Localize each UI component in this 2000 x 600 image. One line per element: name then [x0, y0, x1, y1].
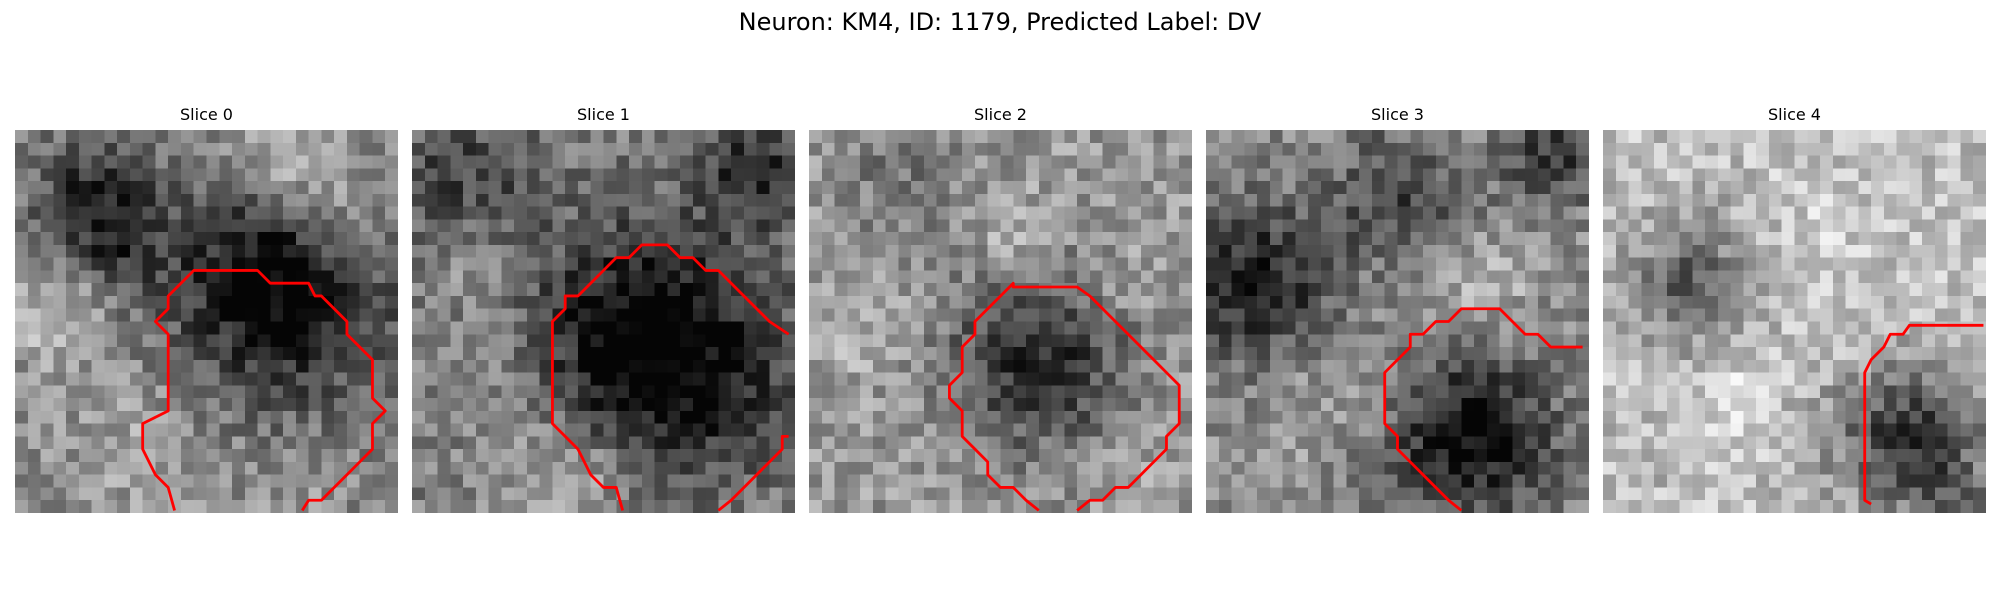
slice-title: Slice 3: [1371, 105, 1424, 124]
figure-title: Neuron: KM4, ID: 1179, Predicted Label: …: [738, 8, 1262, 36]
slice-panel-0: Slice 0: [15, 105, 398, 513]
pixel-grid: [1603, 130, 1986, 513]
slice-panel-3: Slice 3: [1206, 105, 1589, 513]
slice-image: [412, 130, 795, 513]
slice-image: [809, 130, 1192, 513]
slice-image: [1603, 130, 1986, 513]
slice-title: Slice 4: [1768, 105, 1821, 124]
pixel-grid: [1206, 130, 1589, 513]
slice-panel-4: Slice 4: [1603, 105, 1986, 513]
slice-panel-2: Slice 2: [809, 105, 1192, 513]
pixel-grid: [809, 130, 1192, 513]
slice-title: Slice 0: [180, 105, 233, 124]
segmentation-contour: [141, 269, 387, 512]
segmentation-contour: [1383, 307, 1583, 512]
slice-image: [15, 130, 398, 513]
pixel-grid: [412, 130, 795, 513]
segmentation-contour: [1863, 323, 1984, 506]
slice-title: Slice 1: [577, 105, 630, 124]
segmentation-contour: [717, 434, 789, 512]
slice-image: [1206, 130, 1589, 513]
slice-panel-1: Slice 1: [412, 105, 795, 513]
pixel-grid: [15, 130, 398, 513]
segmentation-contour: [948, 281, 1181, 512]
slice-title: Slice 2: [974, 105, 1027, 124]
segmentation-contour: [551, 243, 790, 511]
